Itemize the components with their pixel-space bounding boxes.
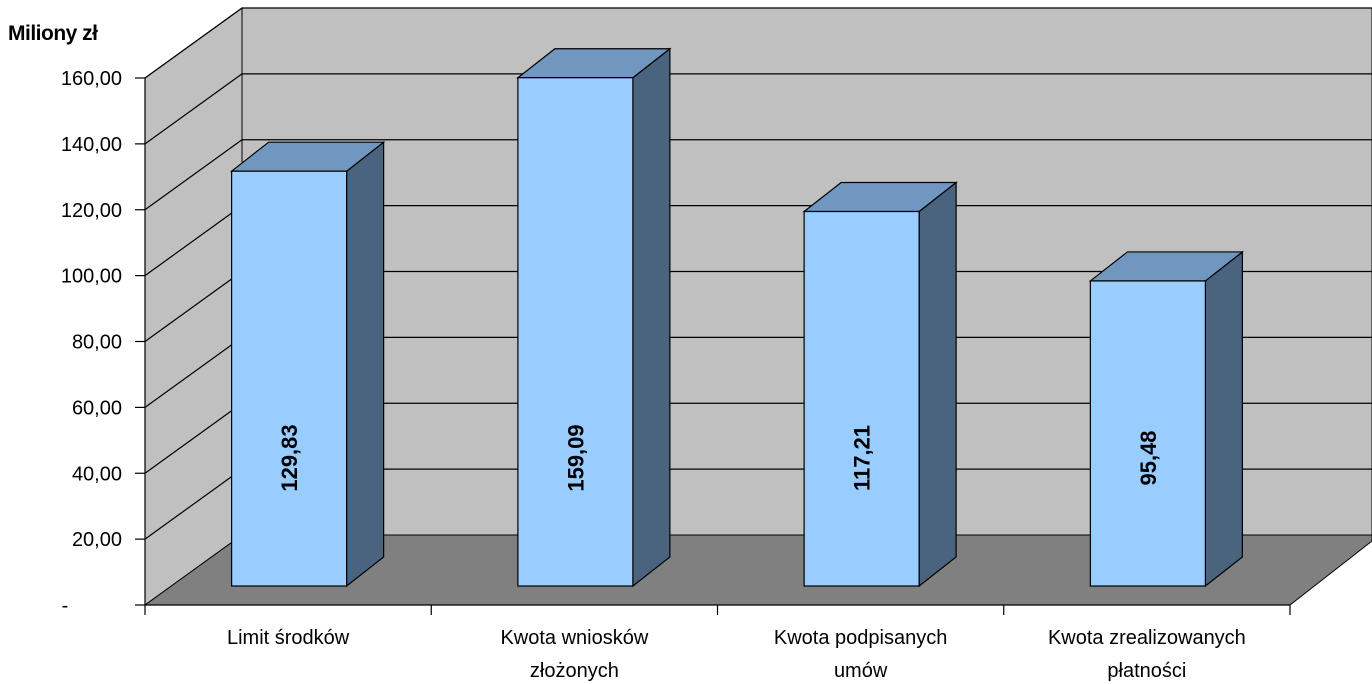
axes bbox=[135, 77, 1291, 615]
y-tick-label: - bbox=[62, 595, 69, 617]
y-tick-label: 140,00 bbox=[61, 134, 122, 156]
bar-side bbox=[1204, 250, 1243, 588]
y-axis-unit-label: Miliony zł bbox=[8, 22, 98, 45]
y-tick-label: 40,00 bbox=[72, 463, 122, 485]
data-label: 129,83 bbox=[277, 424, 302, 491]
gridline-side bbox=[144, 73, 243, 145]
bar bbox=[517, 77, 634, 587]
gridline-side bbox=[144, 271, 243, 342]
data-label: 159,09 bbox=[563, 424, 588, 491]
data-label: 95,48 bbox=[1136, 430, 1161, 485]
data-label: 117,21 bbox=[850, 425, 875, 491]
x-category-label: Kwota podpisanych bbox=[774, 627, 947, 649]
bar-side bbox=[632, 47, 671, 588]
bar bbox=[231, 170, 348, 587]
bar-side bbox=[918, 181, 957, 588]
gridline-side bbox=[144, 468, 243, 540]
x-category-label: płatności bbox=[1107, 660, 1186, 682]
y-tick-label: 100,00 bbox=[61, 266, 122, 288]
x-category-label: umów bbox=[834, 660, 888, 682]
gridline-side bbox=[144, 7, 243, 79]
bar bbox=[803, 210, 920, 587]
gridline-side bbox=[144, 139, 243, 211]
y-tick-label: 60,00 bbox=[72, 397, 122, 419]
x-category-label: Kwota zrealizowanych bbox=[1048, 627, 1246, 649]
bar bbox=[1089, 280, 1206, 587]
y-tick-label: 80,00 bbox=[72, 332, 122, 354]
x-category-label: Kwota wniosków bbox=[500, 627, 648, 649]
bars bbox=[229, 47, 1245, 588]
y-tick-label: 20,00 bbox=[72, 529, 122, 551]
gridline-side bbox=[144, 205, 243, 277]
y-tick-label: 120,00 bbox=[61, 200, 122, 222]
gridline-side bbox=[144, 402, 243, 474]
x-category-label: Limit środków bbox=[227, 627, 350, 649]
labels: - 20,00 40,00 60,00 80,00 100,00 120,00 140,00 1… bbox=[61, 68, 1246, 682]
y-tick-label: 160,00 bbox=[61, 68, 122, 90]
gridline-side bbox=[144, 336, 243, 408]
x-category-label: złożonych bbox=[530, 660, 619, 682]
bar-side bbox=[346, 140, 385, 588]
